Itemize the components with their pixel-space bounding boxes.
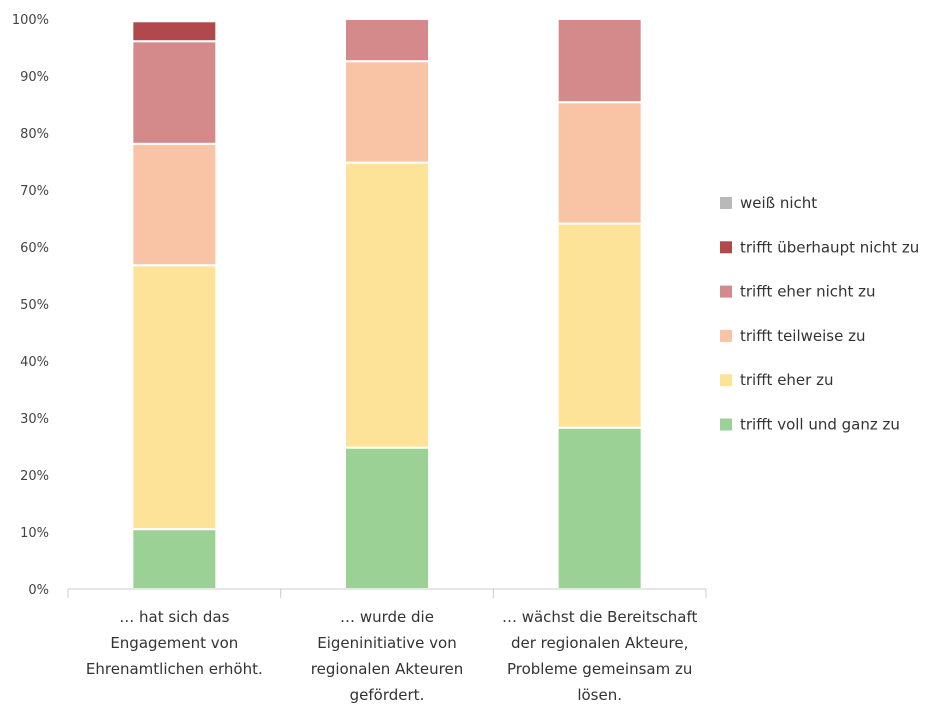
x-category-label-line: Eigeninitiative von bbox=[317, 634, 456, 652]
x-category-label-line: regionalen Akteuren bbox=[311, 660, 463, 678]
x-category-label: … wächst die Bereitschaft der regionalen … bbox=[502, 608, 698, 704]
x-axis: … hat sich das Engagement von Ehrenamtlich… bbox=[67, 588, 707, 704]
x-category-label-line: … wurde die bbox=[340, 608, 434, 626]
y-tick-label: 20% bbox=[20, 469, 49, 484]
legend-label: trifft teilweise zu bbox=[740, 327, 866, 345]
x-category-label-line: … wächst die Bereitschaft bbox=[502, 608, 698, 626]
legend-swatch bbox=[720, 329, 732, 342]
bar-segment bbox=[556, 222, 643, 429]
legend: weiß nicht trifft überhaupt nicht zu triff… bbox=[720, 194, 919, 434]
x-category-label-line: der regionalen Akteure, bbox=[511, 634, 688, 652]
bar-segment bbox=[131, 264, 218, 531]
bar-segment bbox=[131, 142, 218, 267]
legend-label: trifft voll und ganz zu bbox=[740, 416, 900, 434]
x-category-label: … hat sich das Engagement von Ehrenamtlich… bbox=[86, 608, 263, 678]
legend-label: trifft eher zu bbox=[740, 371, 833, 389]
legend-label: weiß nicht bbox=[740, 194, 817, 212]
y-tick-label: 80% bbox=[20, 127, 49, 142]
x-category-label: … wurde die Eigeninitiative von regionalen… bbox=[311, 608, 463, 704]
legend-swatch bbox=[720, 418, 732, 431]
x-category-label-line: Probleme gemeinsam zu bbox=[507, 660, 692, 678]
bar-segment bbox=[556, 101, 643, 225]
legend-swatch bbox=[720, 374, 732, 387]
legend-swatch bbox=[720, 241, 732, 254]
y-tick-label: 70% bbox=[20, 184, 49, 199]
y-tick-label: 50% bbox=[20, 298, 49, 313]
y-tick-label: 90% bbox=[20, 70, 49, 85]
bar-segment bbox=[344, 161, 430, 449]
x-category-label-line: … hat sich das bbox=[119, 608, 229, 626]
x-category-label-line: Ehrenamtlichen erhöht. bbox=[86, 660, 263, 678]
legend-label: trifft eher nicht zu bbox=[740, 283, 876, 301]
y-axis: 0% 10% 20% 30% 40% 50% 60% 70% 80% 90% 100% bbox=[12, 13, 49, 598]
legend-swatch bbox=[720, 197, 732, 209]
x-category-label-line: lösen. bbox=[577, 686, 622, 704]
y-tick-label: 0% bbox=[28, 583, 49, 598]
y-tick-label: 40% bbox=[20, 355, 49, 370]
y-tick-label: 100% bbox=[12, 13, 49, 28]
legend-label: trifft überhaupt nicht zu bbox=[740, 238, 919, 256]
bars bbox=[131, 18, 643, 591]
bar-segment bbox=[556, 426, 643, 590]
bar-segment bbox=[131, 20, 218, 43]
x-category-label-line: gefördert. bbox=[350, 686, 425, 704]
y-tick-label: 30% bbox=[20, 412, 49, 427]
bar-segment bbox=[344, 446, 430, 591]
y-tick-label: 60% bbox=[20, 241, 49, 256]
bar-segment bbox=[131, 40, 218, 145]
bar-segment bbox=[344, 18, 430, 63]
y-tick-label: 10% bbox=[20, 526, 49, 541]
legend-swatch bbox=[720, 285, 732, 298]
bar-segment bbox=[556, 18, 643, 104]
bar-segment bbox=[344, 60, 430, 164]
bar-segment bbox=[131, 528, 218, 591]
x-category-label-line: Engagement von bbox=[110, 634, 238, 652]
